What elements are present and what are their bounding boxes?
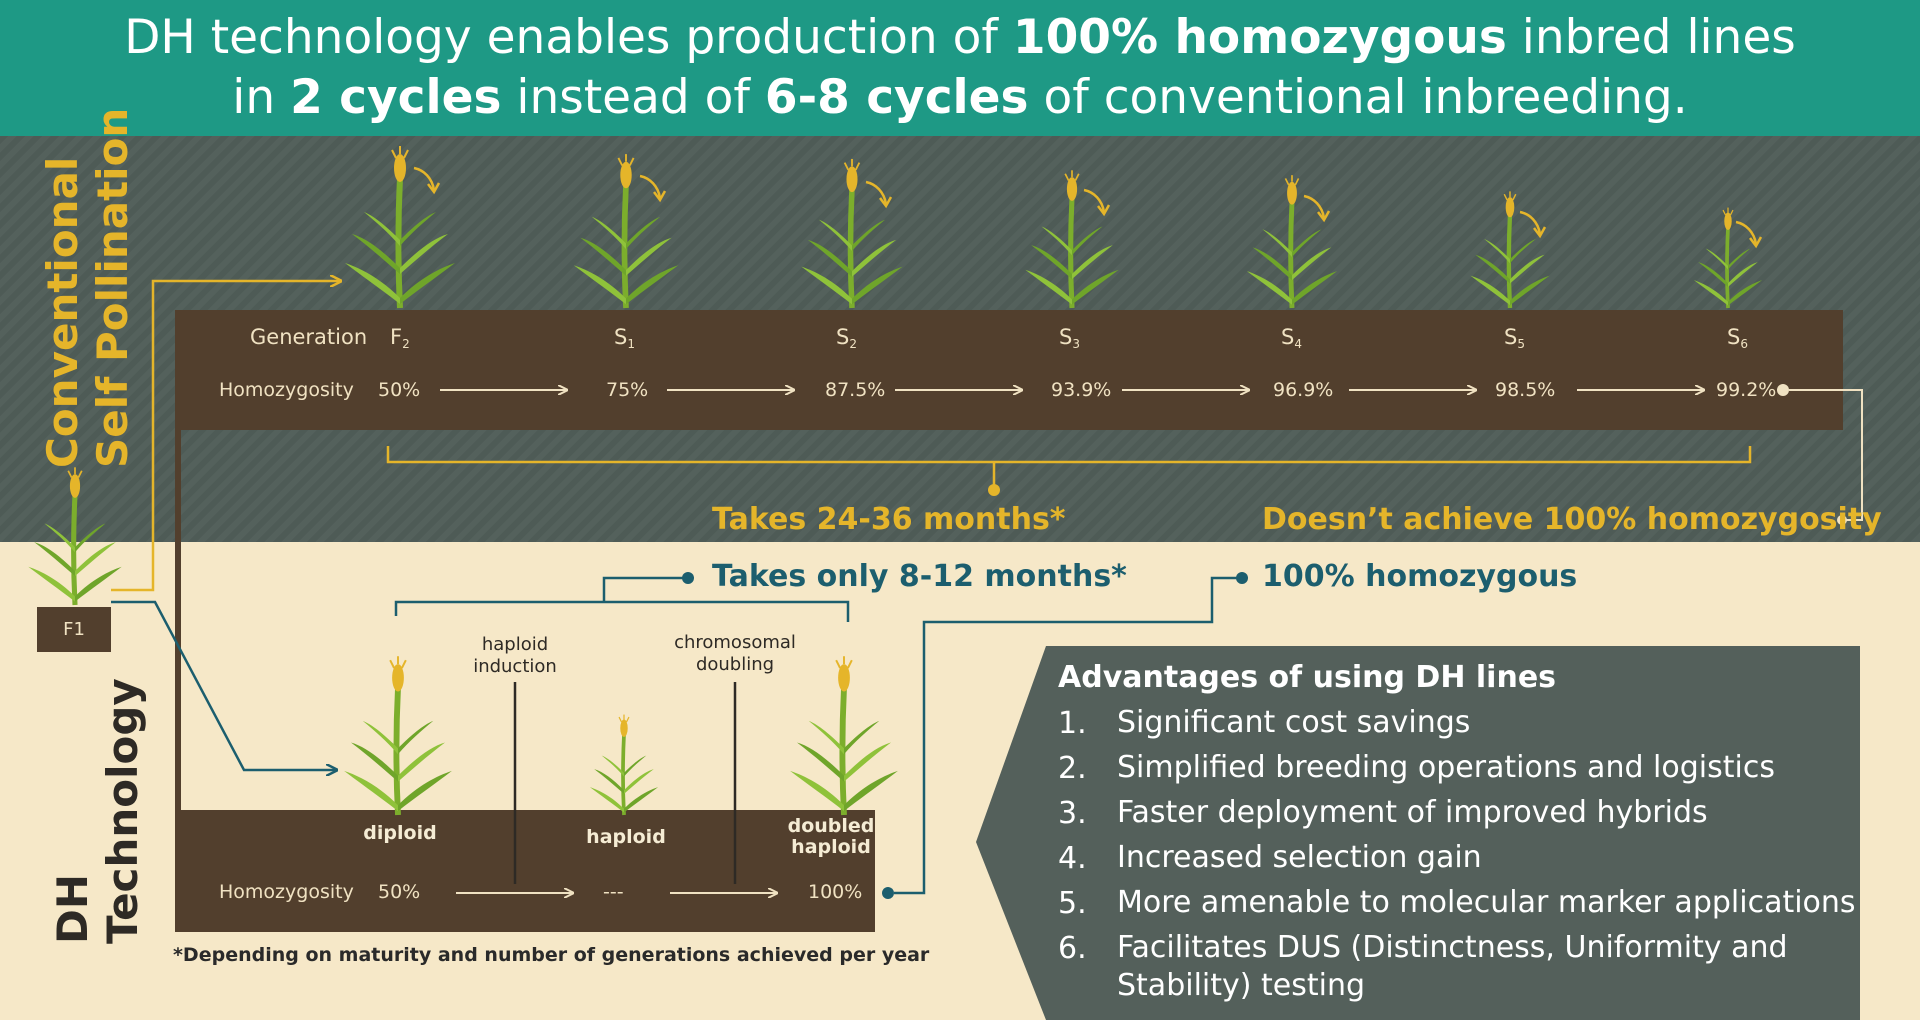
generation-subscript: 1 [627, 337, 635, 351]
generation-label: F2 [390, 325, 410, 351]
header-line-1: DH technology enables production of 100%… [0, 8, 1920, 68]
generation-row-label: Generation [250, 325, 368, 349]
generation-subscript: 3 [1072, 337, 1080, 351]
advantage-number: 1. [1058, 706, 1087, 741]
header-bold-text: 6-8 cycles [764, 70, 1029, 125]
header-text: instead of [501, 70, 765, 125]
homozygosity-row-label: Homozygosity [219, 379, 354, 401]
advantages-panel [976, 646, 1860, 1020]
generation-subscript: 2 [849, 337, 857, 351]
step-chromosomal-doubling: chromosomal doubling [674, 632, 796, 675]
advantage-item: Facilitates DUS (Distinctness, Uniformit… [1117, 930, 1788, 1003]
generation-subscript: 4 [1294, 337, 1302, 351]
footnote: *Depending on maturity and number of gen… [173, 944, 930, 966]
generation-label: S4 [1281, 325, 1302, 351]
advantage-number: 5. [1058, 886, 1087, 921]
generation-base: F [390, 325, 403, 349]
advantage-number: 4. [1058, 841, 1087, 876]
advantage-item: Faster deployment of improved hybrids [1117, 795, 1708, 830]
header-text: of conventional inbreeding. [1028, 70, 1688, 125]
generation-base: S [1059, 325, 1073, 349]
dh-homozygosity-row-label: Homozygosity [219, 881, 354, 903]
homozygosity-value: 98.5% [1495, 379, 1556, 401]
homozygosity-value: 87.5% [825, 379, 886, 401]
header-bold-text: 100% homozygous [1012, 10, 1507, 65]
header-text: inbred lines [1506, 10, 1796, 65]
dh-result: 100% homozygous [1262, 559, 1578, 594]
homozygosity-value: 96.9% [1273, 379, 1334, 401]
advantages-title: Advantages of using DH lines [1058, 660, 1557, 695]
dh-stage-band [175, 810, 875, 932]
generation-subscript: 6 [1740, 337, 1748, 351]
stage-doubled-haploid: doubled haploid [787, 815, 875, 858]
stage-haploid: haploid [586, 826, 666, 848]
advantage-item: Increased selection gain [1117, 840, 1482, 875]
generation-label: S3 [1059, 325, 1080, 351]
advantage-item: Significant cost savings [1117, 705, 1471, 740]
f1-label: F1 [37, 607, 111, 652]
generation-base: S [1504, 325, 1518, 349]
generation-base: S [1727, 325, 1741, 349]
step-haploid-induction: haploid induction [473, 634, 557, 677]
generation-label: S2 [836, 325, 857, 351]
conventional-result: Doesn’t achieve 100% homozygosity [1262, 502, 1882, 537]
homozygosity-value: 50% [378, 379, 421, 401]
homozygosity-value: 93.9% [1051, 379, 1112, 401]
generation-label: S6 [1727, 325, 1748, 351]
advantage-number: 2. [1058, 751, 1087, 786]
homozygosity-value: 99.2% [1716, 379, 1777, 401]
dh-homozygosity-value: 50% [378, 881, 421, 903]
advantage-item: More amenable to molecular marker applic… [1117, 885, 1856, 920]
dh-homozygosity-value: 100% [808, 881, 863, 903]
header-banner: DH technology enables production of 100%… [0, 0, 1920, 136]
generation-subscript: 2 [402, 337, 410, 351]
homozygosity-value: 75% [606, 379, 649, 401]
dh-homozygosity-value: --- [603, 881, 624, 903]
header-line-2: in 2 cycles instead of 6-8 cycles of con… [0, 68, 1920, 128]
conventional-generation-band [175, 310, 1843, 430]
advantage-number: 3. [1058, 796, 1087, 831]
header-text: in [232, 70, 291, 125]
generation-subscript: 5 [1517, 337, 1525, 351]
header-bold-text: 2 cycles [290, 70, 502, 125]
dh-duration: Takes only 8-12 months* [712, 559, 1127, 594]
generation-label: S1 [614, 325, 635, 351]
advantage-item: Simplified breeding operations and logis… [1117, 750, 1775, 785]
header-text: DH technology enables production of [124, 10, 1013, 65]
generation-base: S [836, 325, 850, 349]
conventional-duration: Takes 24-36 months* [712, 502, 1066, 537]
stage-diploid: diploid [363, 822, 437, 844]
generation-base: S [1281, 325, 1295, 349]
advantage-number: 6. [1058, 931, 1087, 966]
generation-base: S [614, 325, 628, 349]
generation-label: S5 [1504, 325, 1525, 351]
